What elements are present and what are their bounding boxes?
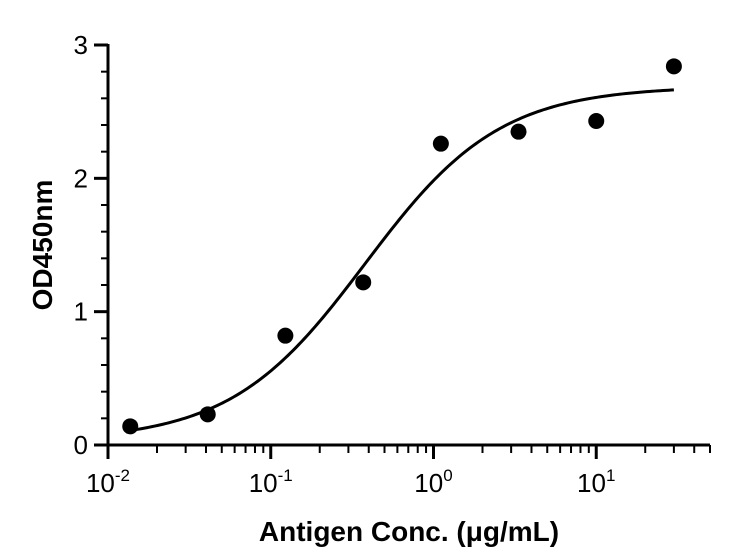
x-axis-title: Antigen Conc. (μg/mL) <box>259 516 559 547</box>
data-point <box>355 274 372 291</box>
data-point <box>510 123 527 140</box>
plot-area <box>122 58 682 435</box>
data-point <box>432 135 449 152</box>
x-tick-label: 101 <box>577 466 615 498</box>
y-axis: 0 1 2 3 <box>74 30 110 460</box>
y-tick-label: 1 <box>74 297 88 327</box>
x-tick-label: 100 <box>414 466 452 498</box>
x-tick-label: 10-2 <box>86 466 130 498</box>
y-tick-label: 0 <box>74 430 88 460</box>
data-point <box>277 327 294 344</box>
data-point <box>199 406 216 423</box>
data-point <box>122 418 139 435</box>
y-tick-label: 3 <box>74 30 88 60</box>
x-axis: 10-2 10-1 100 101 <box>86 443 711 498</box>
y-tick-label: 2 <box>74 163 88 193</box>
fit-curve <box>130 88 674 432</box>
data-point <box>665 58 682 75</box>
x-tick-label: 10-1 <box>249 466 293 498</box>
y-axis-title: OD450nm <box>27 180 58 311</box>
data-point <box>588 113 605 129</box>
